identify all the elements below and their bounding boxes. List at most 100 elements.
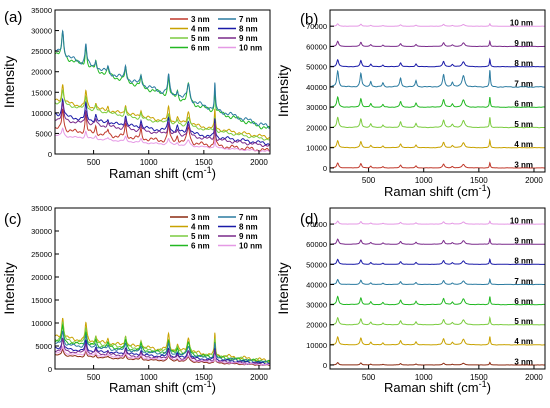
x-tick-label: 1500 [195, 158, 213, 167]
y-tick-label: 40000 [306, 280, 327, 289]
series-line-6nm [55, 323, 270, 364]
trace-label: 3 nm [514, 357, 533, 366]
series-line-8nm [330, 57, 545, 68]
y-tick-label: 25000 [31, 47, 52, 56]
legend-label: 9 nm [239, 34, 258, 43]
y-tick-label: 20000 [306, 123, 327, 132]
trace-label: 5 nm [514, 120, 533, 129]
legend-label: 3 nm [191, 15, 210, 24]
x-tick-label: 1000 [140, 158, 158, 167]
y-tick-label: 15000 [31, 88, 52, 97]
series-line-4nm [330, 335, 545, 346]
x-tick-label: 1500 [470, 176, 488, 185]
trace-label: 8 nm [514, 59, 533, 68]
y-tick-label: 5000 [35, 129, 52, 138]
y-tick-label: 20000 [31, 68, 52, 77]
trace-group [330, 23, 545, 169]
plot-frame [54, 9, 271, 155]
trace-label: 7 nm [514, 79, 533, 88]
series-line-4nm [55, 317, 270, 363]
y-tick-label: 25000 [31, 250, 52, 259]
x-axis-label: Raman shift (cm-1) [109, 165, 216, 181]
legend-label: 8 nm [239, 223, 258, 232]
x-tick-label: 1000 [140, 373, 158, 382]
y-tick-label: 5000 [35, 342, 52, 351]
y-tick-label: 70000 [306, 22, 327, 31]
x-axis-label: Raman shift (cm-1) [384, 379, 491, 395]
plot-frame [329, 9, 546, 173]
series-line-8nm [55, 337, 270, 365]
y-tick-label: 40000 [306, 83, 327, 92]
y-tick-label: 20000 [306, 321, 327, 330]
series-line-5nm [55, 89, 270, 141]
series-line-3nm [55, 108, 270, 153]
legend-label: 5 nm [191, 232, 210, 241]
legend-label: 4 nm [191, 25, 210, 34]
trace-label: 4 nm [514, 337, 533, 346]
legend-label: 6 nm [191, 44, 210, 53]
series-line-7nm [330, 277, 545, 286]
y-tick-label: 30000 [31, 227, 52, 236]
y-tick-label: 30000 [306, 103, 327, 112]
y-tick-label: 50000 [306, 260, 327, 269]
series-line-5nm [330, 315, 545, 326]
trace-group [330, 220, 545, 366]
y-tick-label: 60000 [306, 240, 327, 249]
series-line-10nm [55, 345, 270, 366]
panel-label: (a) [4, 9, 22, 26]
series-line-9nm [55, 101, 270, 147]
y-tick-label: 30000 [31, 27, 52, 36]
y-tick-label: 15000 [31, 296, 52, 305]
x-tick-label: 500 [87, 373, 101, 382]
series-line-6nm [330, 96, 545, 108]
trace-label: 9 nm [514, 39, 533, 48]
series-line-7nm [55, 330, 270, 364]
series-line-3nm [330, 161, 545, 169]
legend-label: 10 nm [239, 44, 262, 53]
legend-label: 4 nm [191, 223, 210, 232]
y-tick-label: 0 [323, 361, 327, 370]
x-axis-label: Raman shift (cm-1) [384, 183, 491, 199]
y-tick-label: 0 [48, 365, 52, 374]
trace-label: 7 nm [514, 277, 533, 286]
x-axis-label: Raman shift (cm-1) [109, 379, 216, 395]
chart-panel-2: (b) Intensity Raman shift (cm-1) 0 10000 2000… [275, 9, 546, 199]
legend-label: 3 nm [191, 213, 210, 222]
x-tick-label: 2000 [525, 373, 543, 382]
trace-label: 8 nm [514, 257, 533, 266]
y-tick-label: 60000 [306, 42, 327, 51]
trace-group [55, 29, 270, 153]
x-tick-label: 2000 [250, 373, 268, 382]
chart-panel-3: (c) Intensity Raman shift (cm-1) 0 5000 10000… [1, 204, 271, 395]
x-tick-label: 500 [362, 373, 376, 382]
y-axis-label: Intensity [275, 262, 291, 314]
legend-label: 7 nm [239, 213, 258, 222]
x-tick-label: 1000 [415, 373, 433, 382]
legend-label: 9 nm [239, 232, 258, 241]
y-tick-label: 50000 [306, 63, 327, 72]
series-line-8nm [55, 97, 270, 146]
trace-label: 9 nm [514, 237, 533, 246]
series-line-3nm [55, 348, 270, 367]
y-tick-label: 35000 [31, 6, 52, 15]
series-line-5nm [330, 116, 545, 129]
series-line-9nm [55, 337, 270, 366]
series-line-10nm [330, 23, 545, 27]
x-tick-label: 2000 [525, 176, 543, 185]
series-line-3nm [330, 361, 545, 366]
series-line-7nm [330, 69, 545, 88]
trace-label: 10 nm [510, 19, 533, 28]
y-axis-label: Intensity [1, 262, 17, 314]
x-tick-label: 1500 [470, 373, 488, 382]
legend-label: 8 nm [239, 25, 258, 34]
plot-frame [54, 207, 271, 370]
x-tick-label: 500 [87, 158, 101, 167]
series-line-8nm [330, 257, 545, 265]
series-line-4nm [330, 138, 545, 149]
series-line-9nm [330, 237, 545, 245]
x-tick-label: 1500 [195, 373, 213, 382]
trace-label: 6 nm [514, 297, 533, 306]
series-line-4nm [55, 84, 270, 140]
y-tick-label: 0 [48, 150, 52, 159]
